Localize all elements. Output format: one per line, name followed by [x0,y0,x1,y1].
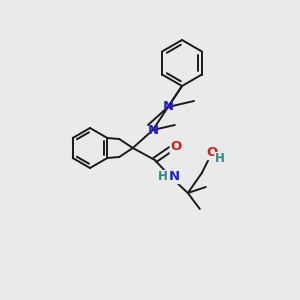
Text: N: N [147,124,158,136]
Text: N: N [168,170,179,184]
Text: O: O [170,140,182,154]
Text: H: H [215,152,225,166]
Text: N: N [162,100,174,113]
Text: O: O [206,146,218,160]
Text: H: H [158,170,168,184]
